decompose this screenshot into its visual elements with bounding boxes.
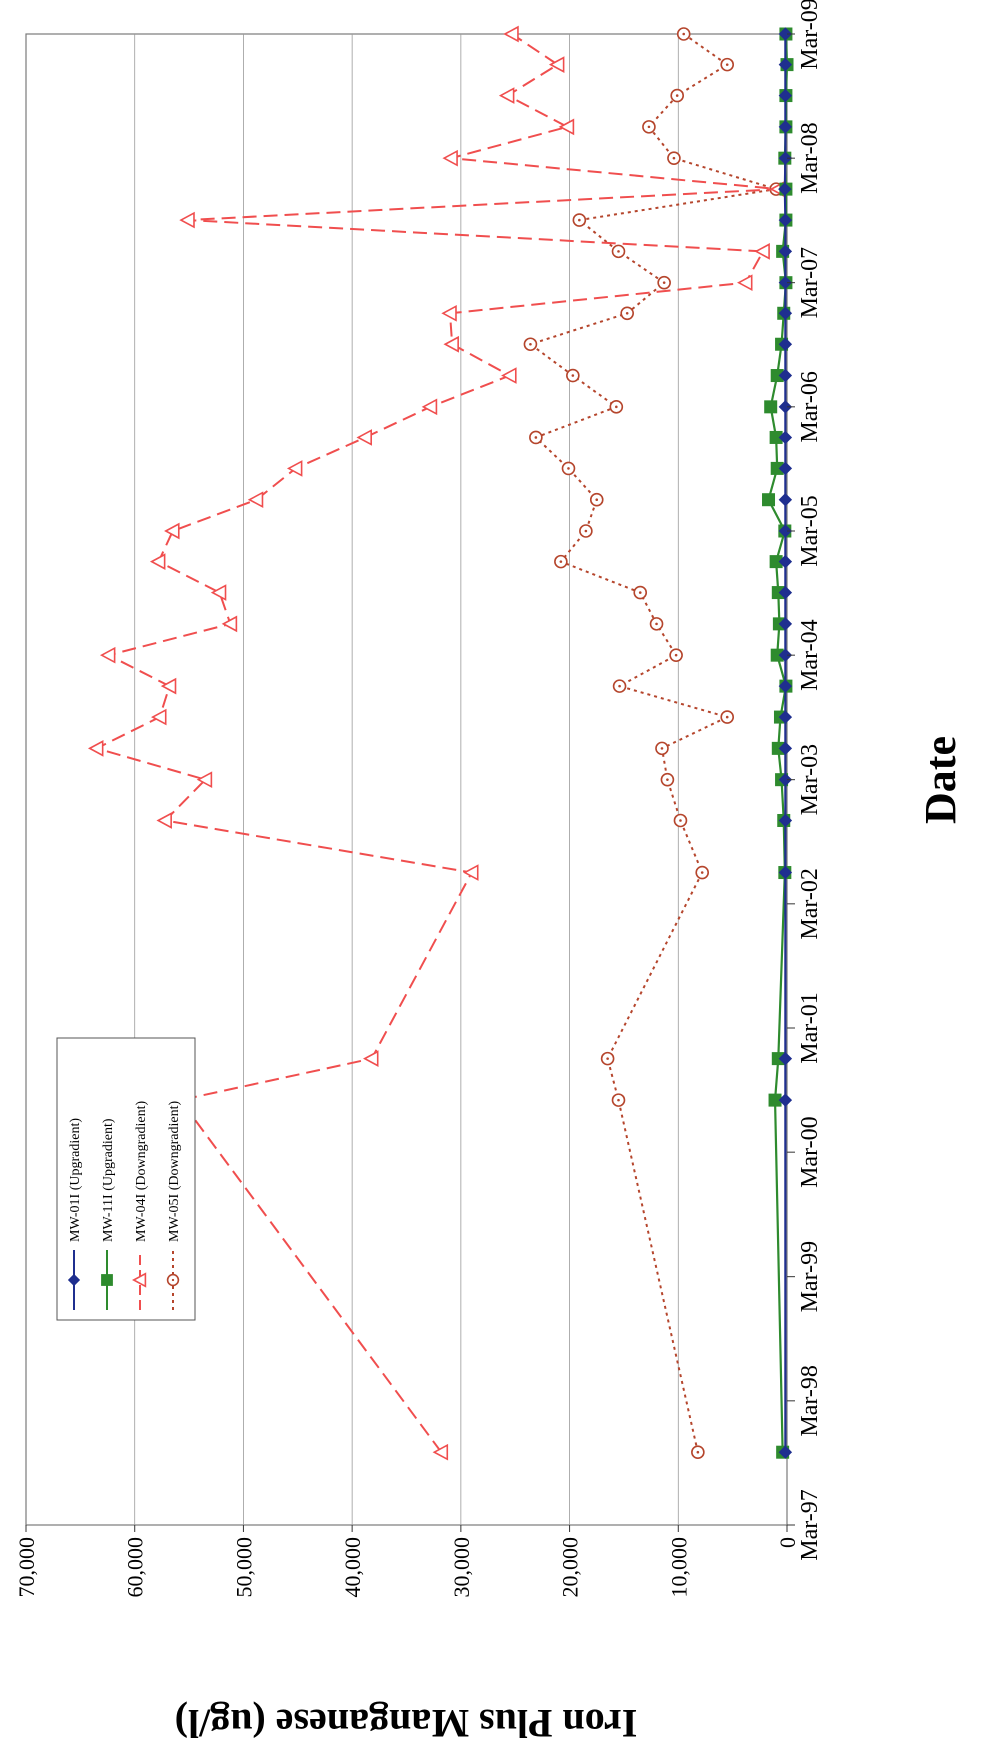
legend-label: MW-04I (Downgradient) (134, 1101, 149, 1242)
data-point (658, 277, 670, 289)
data-point (721, 59, 733, 71)
data-point (668, 152, 680, 164)
data-point (168, 1275, 179, 1286)
data-point (651, 618, 663, 630)
data-point (721, 711, 733, 723)
x-tick-label: Mar-08 (797, 122, 823, 194)
x-tick-label: Mar-97 (797, 1489, 823, 1561)
data-point (765, 401, 777, 413)
x-tick-label: Mar-01 (797, 992, 823, 1064)
data-point (696, 867, 708, 879)
x-tick-label: Mar-06 (797, 371, 823, 443)
y-tick-label: 70,000 (14, 1537, 39, 1598)
data-point (567, 370, 579, 382)
y-tick-label: 10,000 (666, 1537, 691, 1598)
data-point (580, 525, 592, 537)
data-point (610, 401, 622, 413)
y-axis-title: Iron Plus Manganese (ug/l) (175, 1701, 638, 1746)
data-point (530, 431, 542, 443)
x-tick-label: Mar-02 (797, 868, 823, 940)
y-tick-label: 30,000 (449, 1537, 474, 1598)
data-point (671, 90, 683, 102)
data-point (614, 680, 626, 692)
legend: MW-01I (Upgradient) MW-11I (Upgradient) MW… (57, 1038, 195, 1320)
data-point (591, 494, 603, 506)
data-point (763, 494, 775, 506)
data-point (555, 556, 567, 568)
legend-label: MW-11I (Upgradient) (101, 1118, 116, 1242)
x-tick-label: Mar-09 (797, 0, 823, 70)
y-tick-label: 60,000 (123, 1537, 148, 1598)
data-point (692, 1446, 704, 1458)
x-axis-title: Date (916, 736, 965, 824)
data-point (670, 649, 682, 661)
y-tick-label: 50,000 (231, 1537, 256, 1598)
data-point (621, 307, 633, 319)
data-point (656, 742, 668, 754)
x-tick-label: Mar-07 (797, 247, 823, 319)
y-tick-label: 20,000 (558, 1537, 583, 1598)
data-point (678, 28, 690, 40)
x-tick-label: Mar-00 (797, 1116, 823, 1188)
legend-label: MW-01I (Upgradient) (68, 1118, 83, 1242)
data-point (661, 774, 673, 786)
data-point (612, 245, 624, 257)
y-tick-label: 40,000 (340, 1537, 365, 1598)
data-point (102, 1275, 113, 1286)
data-point (612, 1094, 624, 1106)
x-tick-label: Mar-98 (797, 1365, 823, 1437)
data-point (602, 1053, 614, 1065)
x-tick-label: Mar-04 (797, 619, 823, 691)
data-point (634, 587, 646, 599)
legend-label: MW-05I (Downgradient) (167, 1101, 182, 1242)
data-point (573, 214, 585, 226)
x-tick-label: Mar-03 (797, 744, 823, 816)
data-point (674, 814, 686, 826)
x-tick-label: Mar-99 (797, 1241, 823, 1313)
data-point (562, 462, 574, 474)
data-point (524, 338, 536, 350)
x-tick-label: Mar-05 (797, 495, 823, 567)
data-point (643, 121, 655, 133)
